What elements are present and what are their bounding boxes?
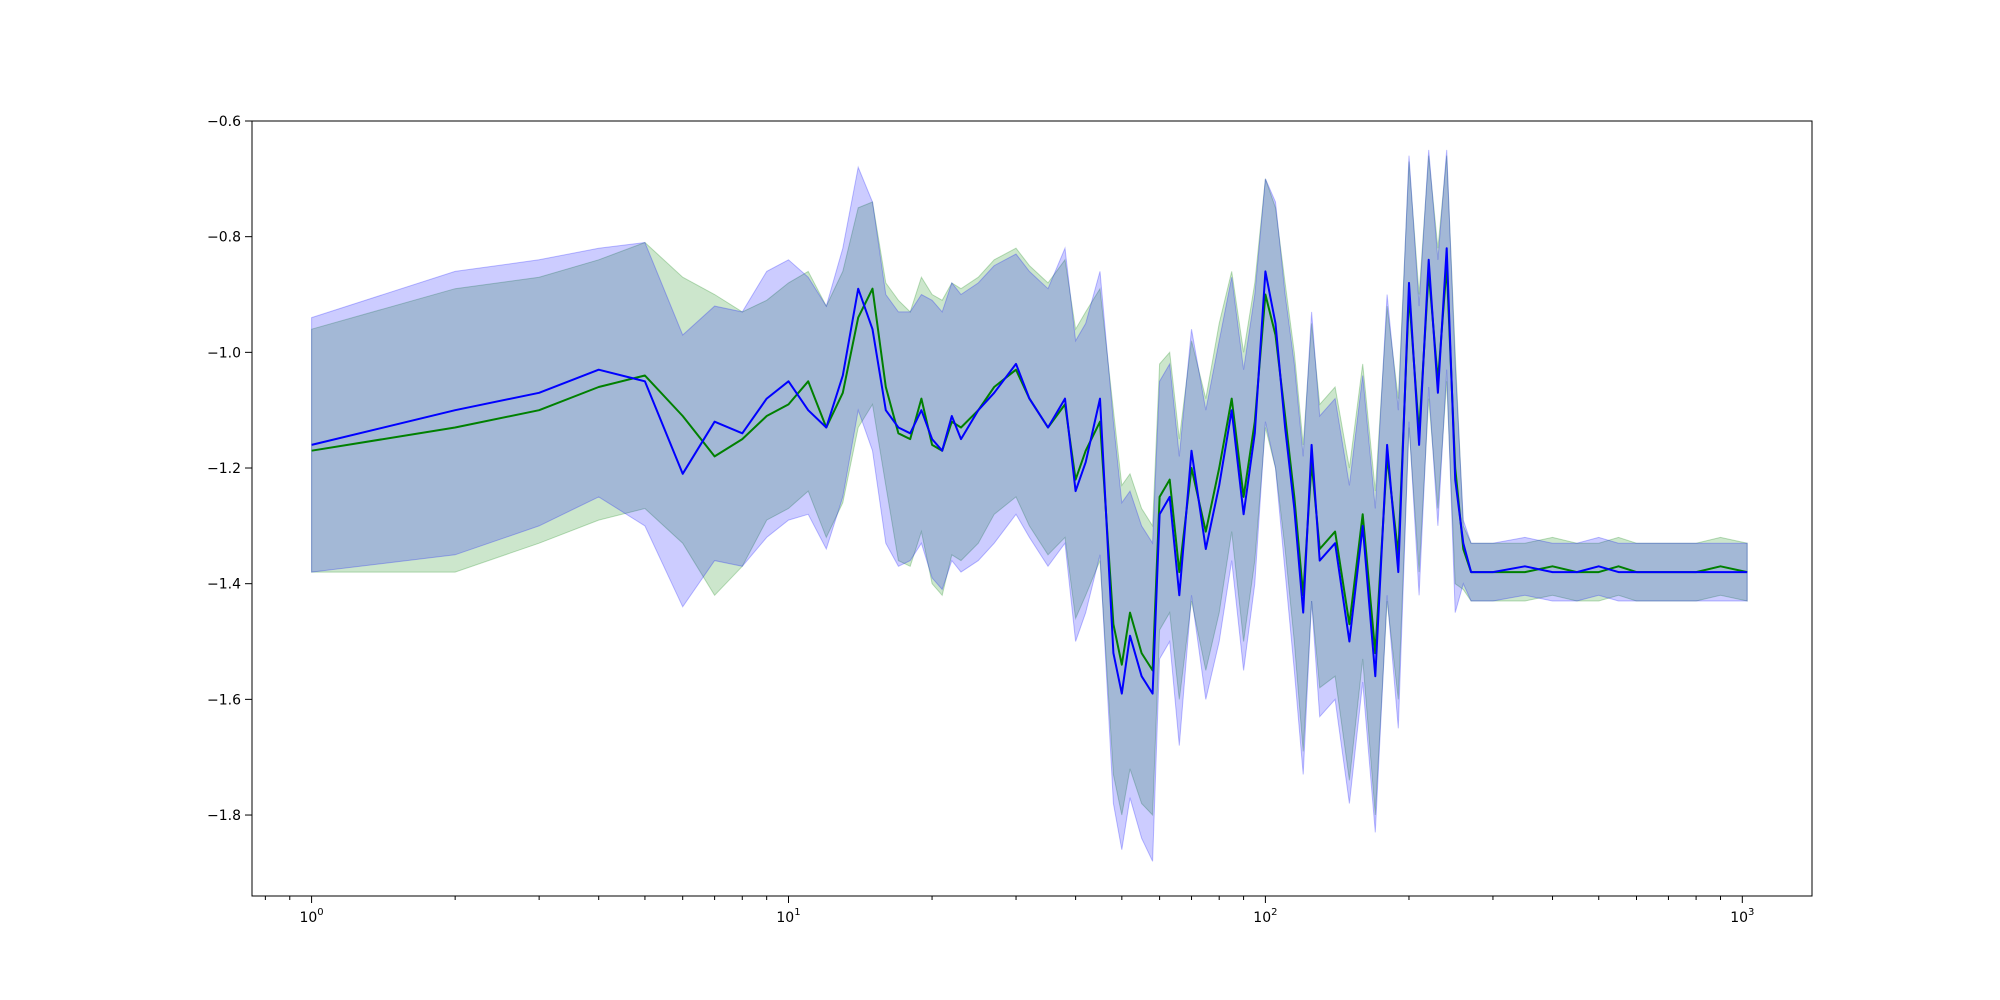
y-tick-label: −0.6: [207, 114, 241, 130]
y-tick-label: −1.2: [207, 461, 241, 477]
x-tick-label: 102: [1253, 907, 1277, 926]
y-tick-label: −1.4: [207, 577, 241, 593]
series-2-band: [311, 149, 1748, 862]
x-tick-label: 103: [1730, 907, 1754, 926]
y-tick-label: −1.0: [207, 345, 241, 361]
plot-frame: [251, 120, 1813, 897]
x-axis: 100 101 102 103: [264, 896, 1754, 926]
y-axis: −0.6 −0.8 −1.0 −1.2 −1.4 −1.6 −1.8: [207, 114, 252, 824]
x-tick-label: 100: [299, 907, 323, 926]
series-1-line: [311, 264, 1748, 672]
confidence-bands: [311, 149, 1748, 862]
y-tick-label: −0.8: [207, 230, 241, 246]
series-1-band: [311, 155, 1748, 817]
y-tick-label: −1.8: [207, 808, 241, 824]
x-tick-label: 101: [776, 907, 800, 926]
series-lines: [311, 247, 1748, 695]
y-tick-label: −1.6: [207, 692, 241, 708]
series-2-line: [311, 247, 1748, 695]
